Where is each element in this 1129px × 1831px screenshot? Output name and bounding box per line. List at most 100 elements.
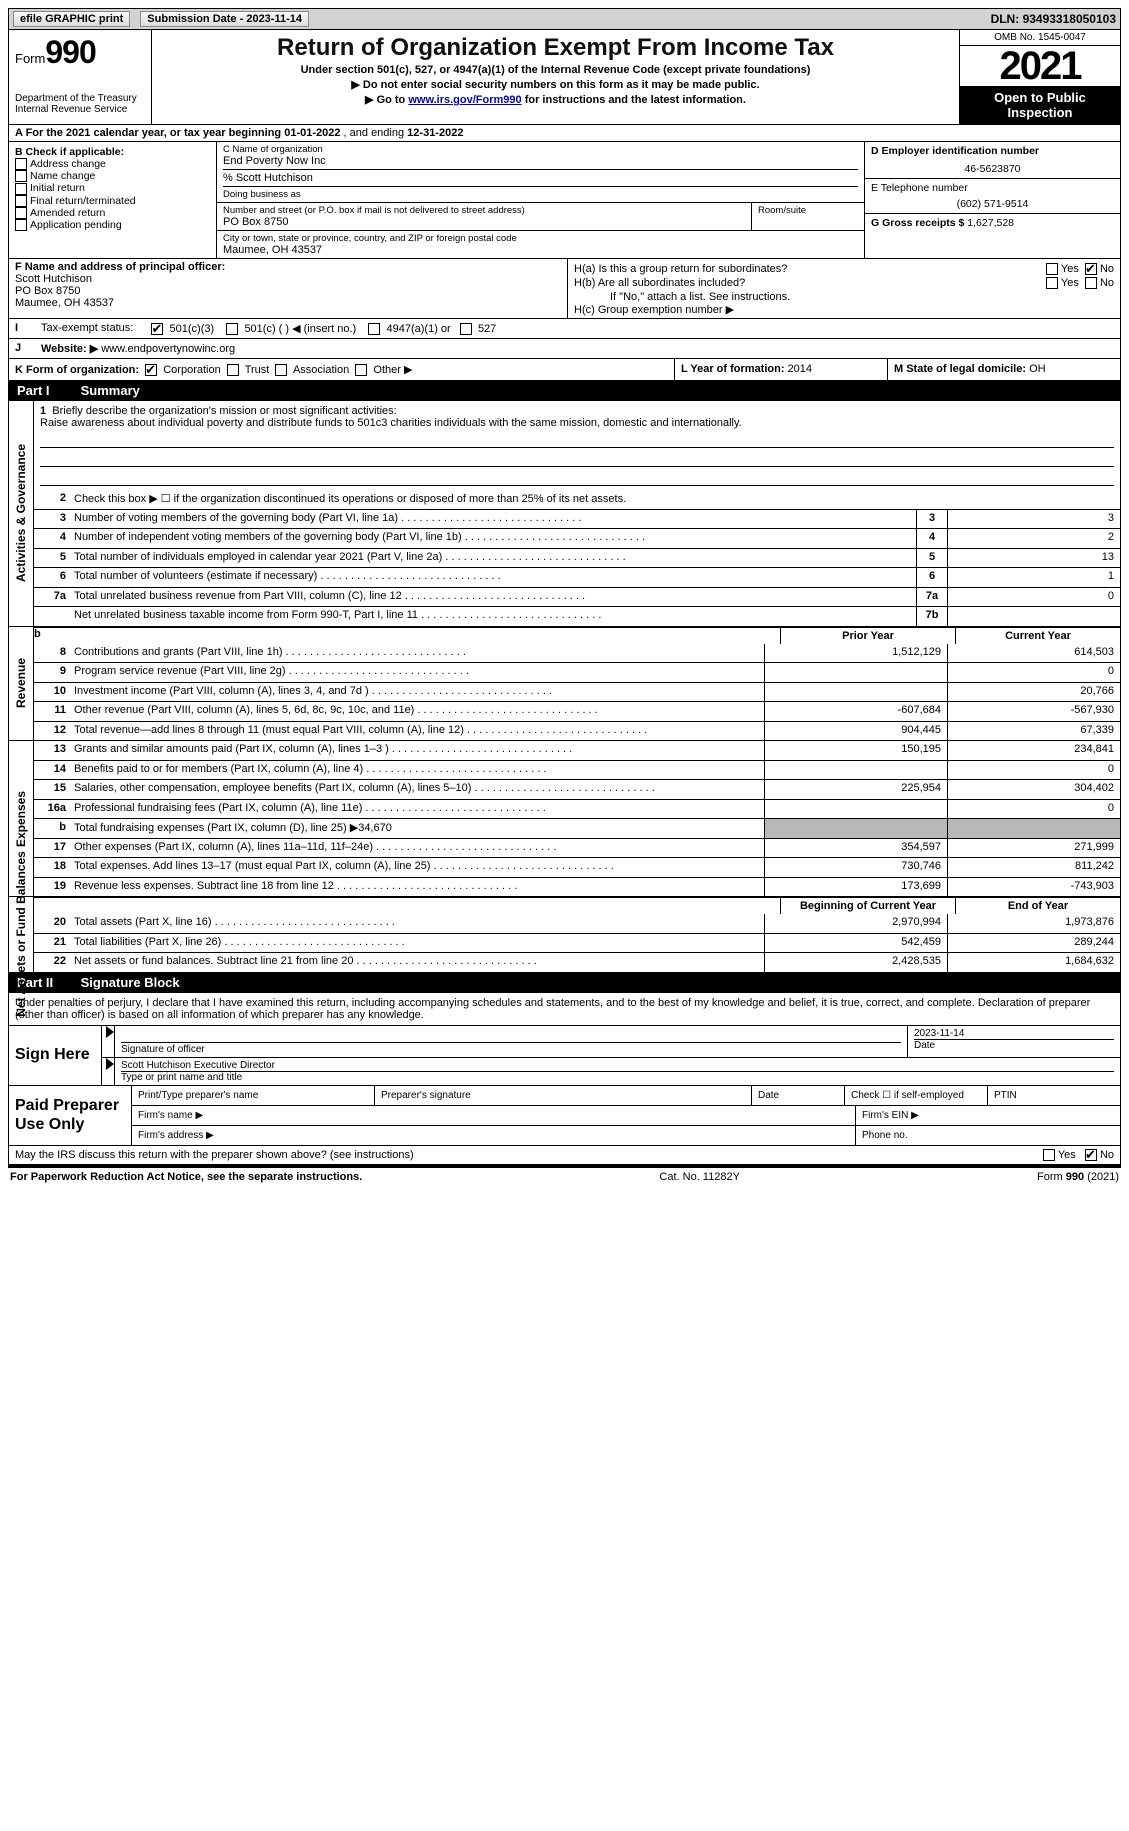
revenue-col-header: b Prior Year Current Year — [34, 627, 1120, 644]
footer-left: For Paperwork Reduction Act Notice, see … — [10, 1171, 362, 1183]
caret-icon — [106, 1026, 114, 1038]
firm-address-label: Firm's address ▶ — [132, 1126, 856, 1145]
caret-icon — [106, 1058, 114, 1070]
check-final-return[interactable]: Final return/terminated — [15, 195, 210, 207]
dln-label: DLN: — [991, 12, 1023, 26]
h-b-no-checkbox[interactable] — [1085, 277, 1097, 289]
check-name-change[interactable]: Name change — [15, 170, 210, 182]
summary-line: 15 Salaries, other compensation, employe… — [34, 779, 1120, 799]
summary-line: 14 Benefits paid to or for members (Part… — [34, 760, 1120, 780]
row-a-mid: , and ending — [344, 127, 408, 139]
header-left: Form990 Department of the Treasury Inter… — [9, 30, 152, 124]
line-current-value: 234,841 — [947, 741, 1120, 760]
summary-line: 10 Investment income (Part VIII, column … — [34, 682, 1120, 702]
submission-date-box: Submission Date - 2023-11-14 — [140, 11, 309, 27]
part-1-title: Summary — [81, 383, 140, 398]
line-box-num: 7a — [916, 588, 947, 607]
line-num: 8 — [34, 644, 70, 663]
line-desc: Other revenue (Part VIII, column (A), li… — [70, 702, 764, 721]
summary-line: b Total fundraising expenses (Part IX, c… — [34, 818, 1120, 838]
check-4947[interactable] — [368, 323, 380, 335]
line-num: 7a — [34, 588, 70, 607]
summary-line: 13 Grants and similar amounts paid (Part… — [34, 741, 1120, 760]
line-value — [947, 607, 1120, 626]
line-num: 3 — [34, 510, 70, 529]
line-num: 19 — [34, 878, 70, 897]
col-h: H(a) Is this a group return for subordin… — [568, 259, 1120, 318]
room-label: Room/suite — [758, 205, 858, 216]
header-right: OMB No. 1545-0047 2021 Open to Public In… — [959, 30, 1120, 124]
line-prior-value — [764, 663, 947, 682]
h-a-yes-checkbox[interactable] — [1046, 263, 1058, 275]
mission-text: Raise awareness about individual poverty… — [40, 417, 1114, 429]
sign-here-block: Sign Here Signature of officer 2023-11-1… — [8, 1026, 1121, 1086]
mission-block: 1 Briefly describe the organization's mi… — [34, 401, 1120, 490]
check-501c[interactable] — [226, 323, 238, 335]
discuss-no-checkbox[interactable] — [1085, 1149, 1097, 1161]
instr-pre: ▶ Go to — [365, 94, 408, 106]
line-num: 4 — [34, 529, 70, 548]
h-b-yes-checkbox[interactable] — [1046, 277, 1058, 289]
sig-date-value: 2023-11-14 — [914, 1028, 1114, 1039]
line-num: 22 — [34, 953, 70, 972]
check-527[interactable] — [460, 323, 472, 335]
line-current-value: -743,903 — [947, 878, 1120, 897]
line-value: 0 — [947, 588, 1120, 607]
instr-website: ▶ Go to www.irs.gov/Form990 for instruct… — [156, 93, 955, 106]
line-desc: Total unrelated business revenue from Pa… — [70, 588, 916, 607]
row-l: L Year of formation: 2014 — [674, 359, 887, 380]
line-desc: Net unrelated business taxable income fr… — [70, 607, 916, 626]
part-2-header: Part II Signature Block — [8, 973, 1121, 993]
check-application-pending[interactable]: Application pending — [15, 219, 210, 231]
side-label-net-assets: Net Assets or Fund Balances — [9, 897, 34, 972]
h-a-no-checkbox[interactable] — [1085, 263, 1097, 275]
self-employed-label: Check ☐ if self-employed — [845, 1086, 988, 1105]
section-bcd: B Check if applicable: Address change Na… — [8, 142, 1121, 259]
mission-label: Briefly describe the organization's miss… — [52, 405, 396, 417]
governance-body: 1 Briefly describe the organization's mi… — [34, 401, 1120, 626]
section-governance: Activities & Governance 1 Briefly descri… — [8, 401, 1121, 627]
ruled-line — [40, 433, 1114, 448]
line-desc: Grants and similar amounts paid (Part IX… — [70, 741, 764, 760]
summary-line: 2 Check this box ▶ ☐ if the organization… — [34, 490, 1120, 509]
officer-signature-cell[interactable]: Signature of officer — [115, 1026, 908, 1057]
irs-link[interactable]: www.irs.gov/Form990 — [408, 94, 521, 106]
line-desc: Net assets or fund balances. Subtract li… — [70, 953, 764, 972]
check-trust[interactable] — [227, 364, 239, 376]
form-header: Form990 Department of the Treasury Inter… — [8, 30, 1121, 125]
prep-row-1: Print/Type preparer's name Preparer's si… — [132, 1086, 1120, 1106]
revenue-body: b Prior Year Current Year 8 Contribution… — [34, 627, 1120, 741]
mission-num: 1 — [40, 405, 46, 417]
check-association[interactable] — [275, 364, 287, 376]
summary-line: 6 Total number of volunteers (estimate i… — [34, 567, 1120, 587]
col-d: D Employer identification number 46-5623… — [864, 142, 1120, 258]
paid-preparer-label: Paid Preparer Use Only — [9, 1086, 132, 1145]
check-address-change[interactable]: Address change — [15, 158, 210, 170]
eoy-header: End of Year — [955, 898, 1120, 914]
top-bar: efile GRAPHIC print Submission Date - 20… — [8, 8, 1121, 30]
instr-no-ssn: ▶ Do not enter social security numbers o… — [156, 78, 955, 91]
efile-print-button[interactable]: efile GRAPHIC print — [13, 11, 130, 27]
page-footer: For Paperwork Reduction Act Notice, see … — [8, 1168, 1121, 1186]
check-initial-return[interactable]: Initial return — [15, 182, 210, 194]
room-cell: Room/suite — [752, 203, 864, 230]
caret-cell — [102, 1058, 115, 1085]
org-name: End Poverty Now Inc — [223, 155, 858, 167]
check-other[interactable] — [355, 364, 367, 376]
line-desc: Program service revenue (Part VIII, line… — [70, 663, 764, 682]
check-501c3[interactable] — [151, 323, 163, 335]
line-num: 6 — [34, 568, 70, 587]
line-current-value: -567,930 — [947, 702, 1120, 721]
row-j-label: J — [9, 339, 35, 358]
footer-right: Form 990 (2021) — [1037, 1171, 1119, 1183]
form-word: Form — [15, 51, 45, 66]
footer-mid: Cat. No. 11282Y — [362, 1171, 1037, 1183]
preparer-sig-label: Preparer's signature — [375, 1086, 752, 1105]
dln-value: 93493318050103 — [1023, 12, 1116, 26]
current-year-header: Current Year — [955, 628, 1120, 644]
check-corporation[interactable] — [145, 364, 157, 376]
discuss-yes-checkbox[interactable] — [1043, 1149, 1055, 1161]
check-amended-return[interactable]: Amended return — [15, 207, 210, 219]
row-i-opts: 501(c)(3) 501(c) ( ) ◀ (insert no.) 4947… — [139, 319, 1120, 338]
line-prior-value — [764, 761, 947, 780]
